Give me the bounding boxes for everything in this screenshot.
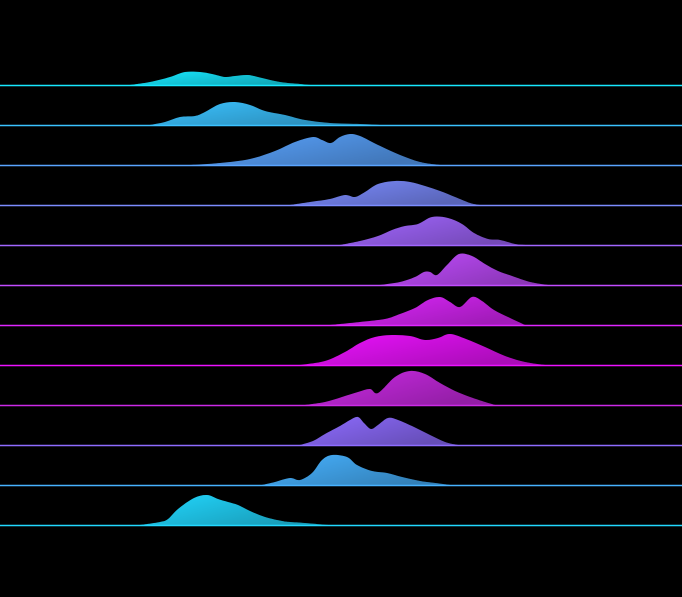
ridge-10	[0, 416, 682, 447]
ridge-10-shade	[300, 416, 458, 445]
ridge-9-shade	[305, 370, 495, 405]
ridge-5	[0, 216, 682, 247]
ridge-1-shade	[130, 71, 310, 85]
ridge-2-shade	[150, 101, 380, 125]
ridge-1	[0, 71, 682, 87]
ridge-7	[0, 296, 682, 327]
ridge-7-shade	[330, 296, 525, 325]
ridges-group	[0, 71, 682, 527]
ridge-8-shade	[300, 333, 545, 365]
ridge-4	[0, 180, 682, 207]
ridge-3-shade	[190, 133, 440, 165]
ridge-11	[0, 454, 682, 487]
ridge-4-shade	[290, 180, 480, 205]
ridge-6-shade	[380, 253, 548, 285]
ridge-6	[0, 253, 682, 287]
ridge-2	[0, 101, 682, 127]
ridge-12-shade	[140, 494, 328, 525]
ridge-11-shade	[262, 454, 450, 485]
ridge-12	[0, 494, 682, 527]
ridge-9	[0, 370, 682, 407]
ridge-8	[0, 333, 682, 367]
ridge-3	[0, 133, 682, 167]
ridge-5-shade	[340, 216, 525, 245]
